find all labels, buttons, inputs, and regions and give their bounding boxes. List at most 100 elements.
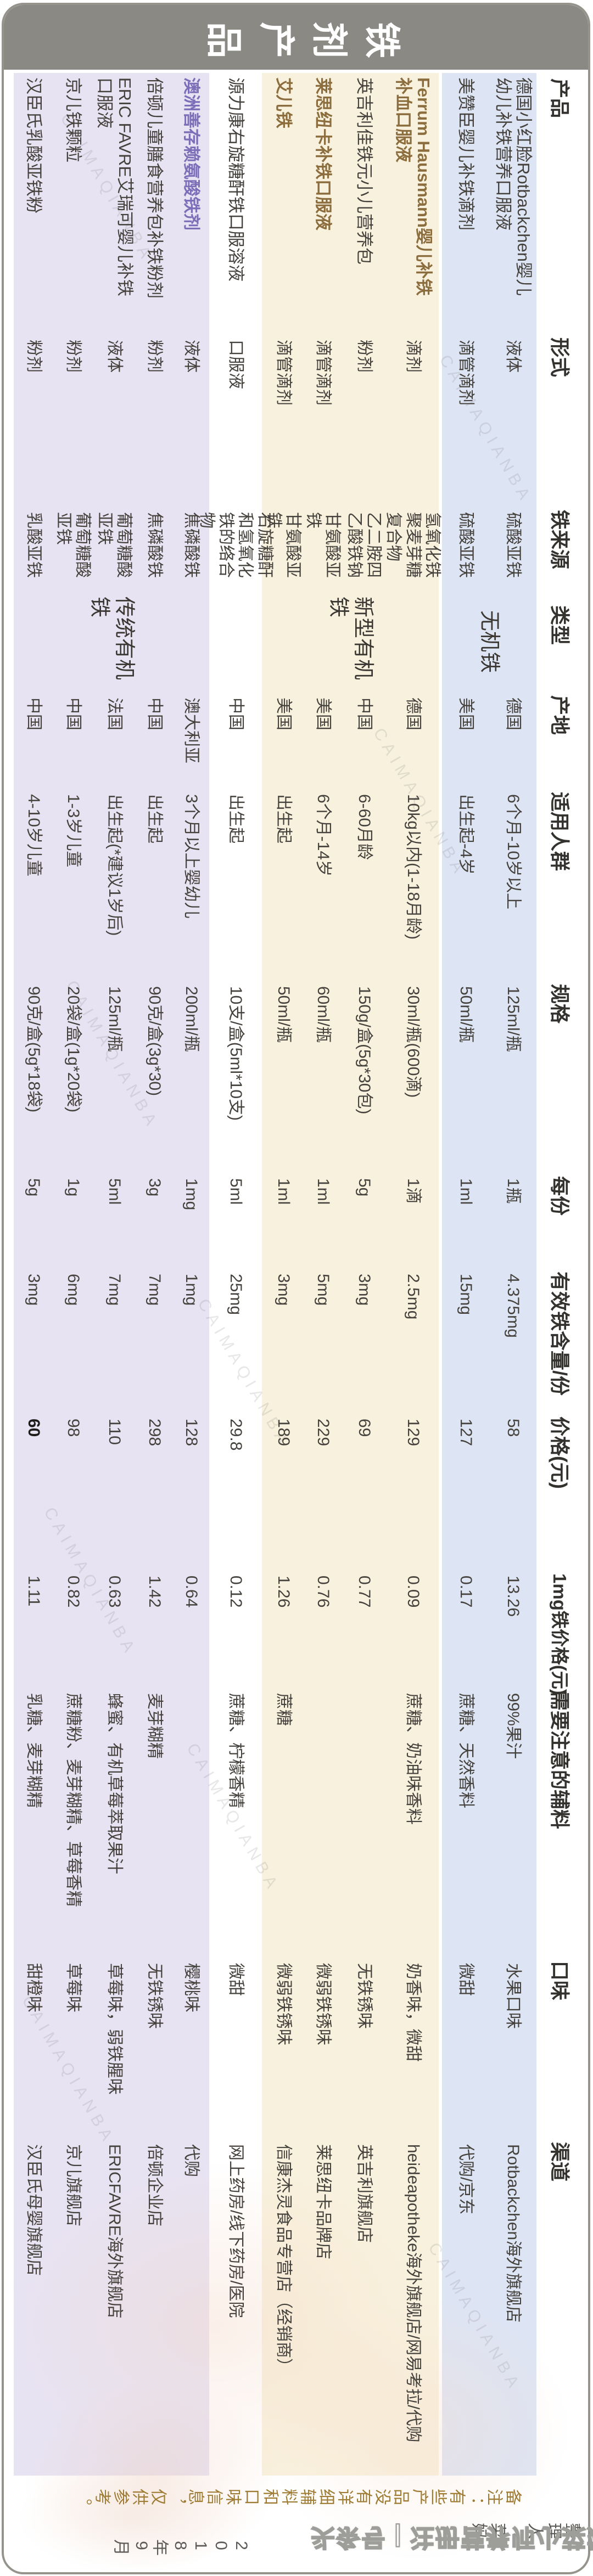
cell-additives: 乳糖、麦芽糊精 xyxy=(24,1693,43,1808)
cell-serving: 5g xyxy=(355,1178,373,1197)
cell-taste: 草莓味，弱铁腥味 xyxy=(105,1963,124,2095)
cell-origin: 中国 xyxy=(226,698,245,730)
cell-form: 滴管滴剂 xyxy=(274,340,293,406)
cell-serving: 1g xyxy=(64,1178,82,1197)
cell-spec: 50ml/瓶 xyxy=(456,986,475,1043)
cell-origin: 中国 xyxy=(24,698,43,730)
cell-iron: 7mg xyxy=(145,1274,164,1306)
cell-form: 粉剂 xyxy=(24,340,43,373)
cell-additives: 蜂蜜、有机草莓萃取果汁 xyxy=(105,1693,124,1874)
cell-price: 128 xyxy=(182,1419,200,1447)
cell-form: 滴剂 xyxy=(404,340,422,373)
cell-age: 出生起 xyxy=(274,794,293,843)
cell-source: 乙二胺四乙酸铁钠 xyxy=(345,512,383,578)
note-line-3: 2018年9月 xyxy=(111,2536,250,2555)
cell-spec: 200ml/瓶 xyxy=(182,986,200,1053)
cell-channel: 网上药房/线下药房/医院 xyxy=(226,2144,245,2318)
header-cell: 每份 xyxy=(549,1176,571,1216)
cell-taste: 微弱铁锈味 xyxy=(274,1963,293,2045)
cell-spec: 90克/盒(3g*30) xyxy=(145,986,164,1096)
cell-channel: 英吉利旗舰店 xyxy=(355,2144,373,2243)
header-cell: 适用人群 xyxy=(549,792,571,871)
cell-channel: heideapotheke海外旗舰店/网易考拉/代购 xyxy=(404,2144,422,2443)
cell-source: 硫酸亚铁 xyxy=(456,512,475,578)
footer-watermark: 头条号 | 注册营养师小菜妈妈 xyxy=(310,2523,593,2551)
cell-serving: 1mg xyxy=(182,1178,200,1211)
page-title: 铁剂产品 xyxy=(191,17,401,58)
cell-form: 液体 xyxy=(182,340,200,373)
cell-product-name: 倍顿儿童膳食营养包补铁粉剂 xyxy=(145,77,165,299)
cell-additives: 蔗糖、柠檬香精 xyxy=(226,1693,245,1808)
cell-price_per_mg: 13.26 xyxy=(504,1576,522,1617)
cell-product-name: 英吉利佳铁元小儿营养包 xyxy=(355,77,374,265)
table-card: 铁剂产品 产品 形式 铁来源 类型 产地 适用人群 规格 每份 有效铁含量/份 价格(元) 1mg铁… xyxy=(2,3,590,2574)
cell-origin: 德国 xyxy=(404,698,422,730)
cell-taste: 无铁锈味 xyxy=(145,1963,164,2029)
cell-spec: 150g/盒(5g*30包) xyxy=(355,986,373,1115)
cell-age: 出生起 xyxy=(145,794,164,843)
cell-origin: 美国 xyxy=(274,698,293,730)
cell-price_per_mg: 1.42 xyxy=(145,1576,164,1608)
cell-product-name: 汉臣氏乳酸亚铁粉 xyxy=(24,77,44,213)
cell-price_per_mg: 1.26 xyxy=(274,1576,293,1608)
cell-spec: 125ml/瓶 xyxy=(504,986,522,1053)
cell-origin: 中国 xyxy=(355,698,373,730)
cell-spec: 30ml/瓶(600滴) xyxy=(404,986,422,1098)
cell-source: 焦磷酸铁 xyxy=(145,512,164,578)
cell-taste: 奶香味，微甜 xyxy=(404,1963,422,2062)
cell-serving: 1ml xyxy=(456,1178,475,1205)
cell-form: 口服液 xyxy=(226,340,245,389)
cell-iron: 2.5mg xyxy=(404,1274,422,1320)
cell-spec: 10支/盒(5ml*10支) xyxy=(226,986,245,1121)
cell-price: 69 xyxy=(355,1419,373,1437)
cell-price_per_mg: 0.64 xyxy=(182,1576,200,1608)
header-cell: 1mg铁价格(元) xyxy=(550,1573,570,1695)
cell-form: 液体 xyxy=(105,340,124,373)
header-cell: 产品 xyxy=(549,78,571,119)
cell-spec: 125ml/瓶 xyxy=(105,986,124,1053)
cell-iron: 1mg xyxy=(182,1274,200,1306)
cell-iron: 3mg xyxy=(355,1274,373,1306)
cell-iron: 4.375mg xyxy=(504,1274,522,1338)
cell-taste: 无铁锈味 xyxy=(355,1963,373,2029)
cell-age: 4-10岁儿童 xyxy=(24,794,43,877)
cell-age: 3个月以上婴幼儿 xyxy=(182,794,200,919)
cell-source: 硫酸亚铁 xyxy=(504,512,522,578)
cell-additives: 蔗糖、天然香料 xyxy=(456,1693,475,1808)
cell-serving: 5g xyxy=(24,1178,43,1197)
cell-product-name: 京儿铁颗粒 xyxy=(64,77,83,162)
cell-price: 60 xyxy=(24,1419,43,1437)
cell-origin: 德国 xyxy=(504,698,522,730)
cell-taste: 樱桃味 xyxy=(182,1963,200,2012)
cell-product-name: 德国小红脸Rotbackchen婴儿幼儿补铁营养口服液 xyxy=(494,77,533,296)
note-line-1: 备注：有些产品没有详细辅料和口味信息，仅供参考。 xyxy=(74,2486,522,2504)
cell-additives: 蔗糖、奶油味香料 xyxy=(404,1693,422,1825)
type-group-cell: 传统有机铁 xyxy=(88,597,136,680)
cell-form: 滴管滴剂 xyxy=(314,340,332,406)
cell-price_per_mg: 0.63 xyxy=(105,1576,124,1608)
cell-origin: 美国 xyxy=(314,698,332,730)
header-cell: 产地 xyxy=(549,695,571,735)
cell-price: 29.8 xyxy=(226,1419,245,1451)
cell-origin: 中国 xyxy=(145,698,164,730)
cell-taste: 微甜 xyxy=(226,1963,245,1996)
cell-serving: 3g xyxy=(145,1178,164,1197)
cell-form: 液体 xyxy=(504,340,522,373)
title-bar: 铁剂产品 xyxy=(4,5,588,70)
cell-age: 6个月-14岁 xyxy=(314,794,332,877)
cell-origin: 法国 xyxy=(105,698,124,730)
cell-price: 229 xyxy=(314,1419,332,1447)
cell-price: 58 xyxy=(504,1419,522,1437)
cell-channel: 汉臣氏母婴旗舰店 xyxy=(24,2144,43,2276)
cell-source: 葡萄糖酸亚铁 xyxy=(54,512,92,578)
cell-age: 出生起-4岁 xyxy=(456,794,475,875)
cell-channel: ERICFAVRE海外旗舰店 xyxy=(105,2144,124,2319)
cell-taste: 微甜 xyxy=(456,1963,475,1996)
cell-form: 粉剂 xyxy=(355,340,373,373)
cell-price: 127 xyxy=(456,1419,475,1447)
header-cell: 需要注意的辅料 xyxy=(549,1691,571,1830)
header-cell: 规格 xyxy=(549,984,571,1024)
cell-source: 乳酸亚铁 xyxy=(24,512,43,578)
header-cell: 形式 xyxy=(549,338,571,378)
